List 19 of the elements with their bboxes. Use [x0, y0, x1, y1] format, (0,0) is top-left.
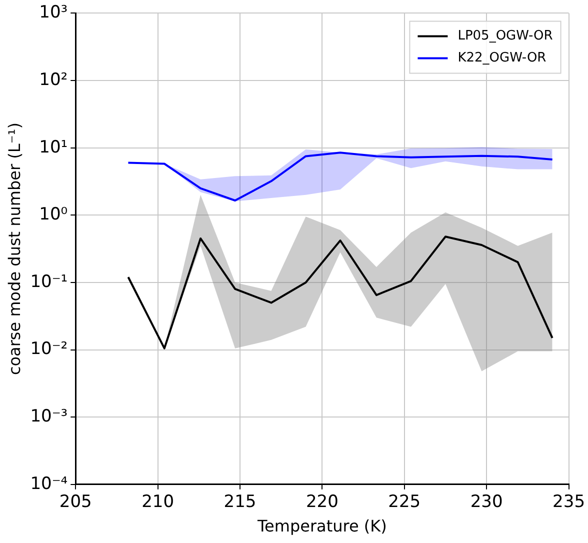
- x-axis-title: Temperature (K): [256, 516, 387, 536]
- y-axis-title: coarse mode dust number (L⁻¹): [4, 122, 24, 376]
- y-tick-label: 10¹: [39, 137, 68, 158]
- y-tick-label: 10⁻³: [30, 406, 68, 427]
- x-tick-label: 225: [388, 492, 421, 512]
- y-tick-label: 10⁰: [39, 204, 68, 225]
- x-tick-label: 210: [142, 492, 174, 512]
- y-tick-label: 10³: [39, 2, 68, 23]
- legend-label: K22_OGW-OR: [458, 50, 546, 66]
- x-tick-label: 230: [470, 492, 503, 512]
- legend-label: LP05_OGW-OR: [458, 28, 553, 44]
- y-tick-label: 10²: [39, 70, 68, 90]
- y-tick-label: 10⁻²: [30, 339, 68, 360]
- x-tick-label: 235: [552, 492, 586, 512]
- x-tick-label: 215: [224, 492, 256, 512]
- y-tick-label: 10⁻¹: [30, 272, 68, 292]
- x-tick-label: 205: [59, 492, 92, 512]
- x-tick-label: 220: [306, 492, 338, 512]
- y-tick-label: 10⁻⁴: [30, 474, 68, 494]
